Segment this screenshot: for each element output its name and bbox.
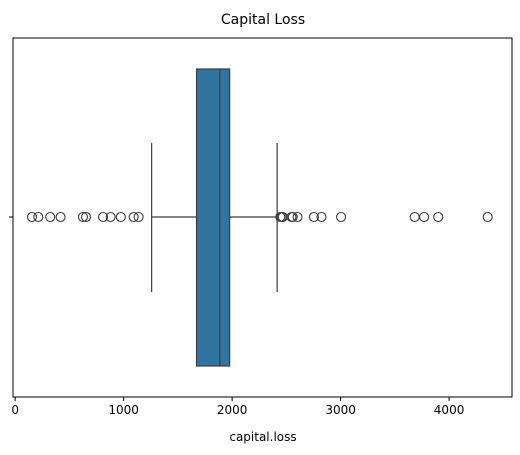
outlier-point <box>97 211 109 223</box>
outlier-point <box>26 211 38 223</box>
outlier-point <box>482 211 493 223</box>
outlier-point <box>133 211 144 223</box>
box-iqr <box>195 68 231 367</box>
outlier-point <box>308 211 319 223</box>
outlier-point <box>287 211 298 223</box>
outlier-point <box>55 211 66 223</box>
x-tick-label: 0 <box>11 403 19 417</box>
outlier-point <box>77 211 89 223</box>
outlier-point <box>419 211 430 223</box>
plot-area <box>26 68 493 367</box>
outlier-point <box>335 211 347 223</box>
outlier-point <box>128 211 139 223</box>
x-tick-label: 1000 <box>108 403 139 417</box>
outlier-point <box>409 211 420 223</box>
outlier-point <box>292 211 303 223</box>
outlier-point <box>115 211 126 223</box>
outlier-point <box>105 211 116 223</box>
outlier-point <box>45 211 56 223</box>
outlier-point <box>433 211 444 223</box>
outlier-point <box>80 211 92 223</box>
x-tick-label: 4000 <box>434 403 465 417</box>
x-tick-label: 2000 <box>217 403 248 417</box>
chart-title: Capital Loss <box>221 12 305 28</box>
outlier-point <box>316 211 327 223</box>
outlier-point <box>33 211 44 223</box>
x-axis-label: capital.loss <box>229 430 296 444</box>
x-tick-label: 3000 <box>325 403 356 417</box>
x-axis: 0 1000 2000 3000 4000 <box>9 216 465 417</box>
